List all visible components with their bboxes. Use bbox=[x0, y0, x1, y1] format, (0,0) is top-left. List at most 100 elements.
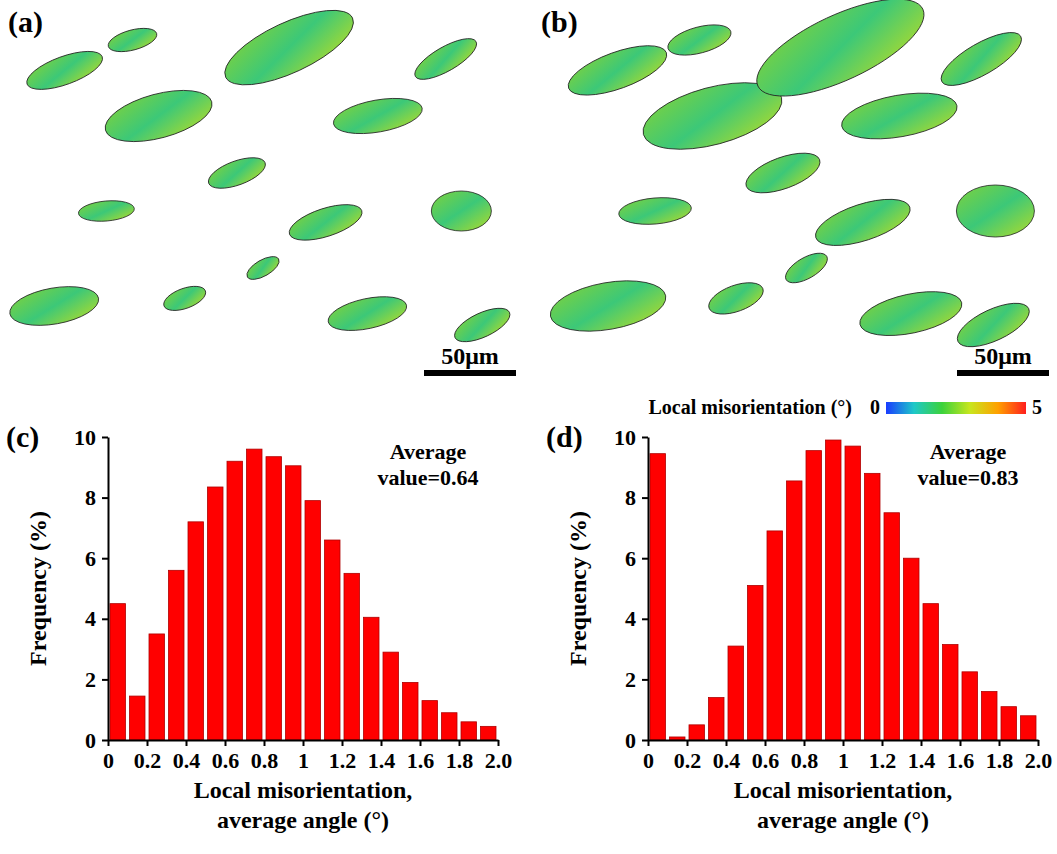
y-tick: 8 bbox=[625, 485, 648, 510]
y-tick-mark bbox=[642, 558, 648, 560]
x-tick-label: 1 bbox=[298, 748, 309, 773]
scale-bar-label: 50μm bbox=[441, 343, 499, 369]
x-tick: 1.2 bbox=[869, 740, 897, 773]
x-tick-label: 1.2 bbox=[329, 748, 357, 773]
grain bbox=[618, 195, 693, 227]
panel-label: (d) bbox=[546, 420, 583, 454]
x-tick-label: 2.0 bbox=[1025, 748, 1053, 773]
bar bbox=[130, 696, 146, 740]
y-tick-mark bbox=[642, 437, 648, 439]
bar bbox=[149, 634, 165, 740]
grain bbox=[409, 31, 482, 87]
y-tick-mark bbox=[102, 437, 108, 439]
x-tick-mark bbox=[804, 740, 806, 746]
x-tick-mark bbox=[459, 740, 461, 746]
y-tick-mark bbox=[642, 618, 648, 620]
y-tick-label: 8 bbox=[85, 485, 96, 510]
annotation: Averagevalue=0.83 bbox=[917, 439, 1018, 490]
grain bbox=[705, 276, 768, 320]
y-axis: 0246810 bbox=[74, 425, 109, 753]
bar bbox=[286, 466, 302, 740]
bar bbox=[904, 558, 920, 740]
grain bbox=[161, 281, 209, 315]
x-tick: 1.8 bbox=[446, 740, 474, 773]
grain bbox=[243, 252, 282, 284]
y-tick-mark bbox=[642, 497, 648, 499]
x-tick-mark bbox=[225, 740, 227, 746]
x-tick-mark bbox=[726, 740, 728, 746]
x-tick-label: 0 bbox=[103, 748, 114, 773]
x-tick-mark bbox=[765, 740, 767, 746]
bar bbox=[982, 692, 998, 740]
y-axis-title: Frequency (%) bbox=[565, 511, 591, 666]
grain bbox=[781, 247, 832, 288]
y-tick-label: 0 bbox=[85, 728, 96, 753]
grain bbox=[956, 185, 1034, 237]
x-tick: 1.6 bbox=[947, 740, 975, 773]
x-tick: 1.6 bbox=[407, 740, 435, 773]
x-tick: 0.6 bbox=[212, 740, 240, 773]
y-axis-line bbox=[108, 438, 110, 741]
x-tick-label: 0.8 bbox=[251, 748, 279, 773]
grain bbox=[7, 280, 102, 331]
grain bbox=[934, 23, 1028, 96]
y-tick-mark bbox=[102, 740, 108, 742]
x-tick: 1.8 bbox=[986, 740, 1014, 773]
bar bbox=[266, 457, 282, 740]
y-tick: 6 bbox=[625, 546, 648, 571]
histogram-panel: 00.20.40.60.811.21.41.61.82.00246810Loca… bbox=[6, 420, 512, 833]
x-axis-title: Local misorientation,average angle (°) bbox=[194, 777, 413, 833]
x-tick-label: 1.4 bbox=[908, 748, 936, 773]
y-tick-mark bbox=[102, 558, 108, 560]
x-tick: 1.4 bbox=[368, 740, 396, 773]
scale-bar bbox=[424, 370, 516, 376]
y-tick: 10 bbox=[614, 425, 648, 450]
grain bbox=[100, 81, 218, 152]
bar bbox=[481, 726, 497, 740]
x-axis-title-line: Local misorientation, bbox=[194, 777, 413, 803]
bar bbox=[806, 451, 822, 740]
x-tick-label: 0 bbox=[643, 748, 654, 773]
x-tick-mark bbox=[342, 740, 344, 746]
bar bbox=[689, 725, 705, 740]
y-tick-mark bbox=[102, 679, 108, 681]
x-tick-mark bbox=[147, 740, 149, 746]
x-tick: 0.8 bbox=[791, 740, 819, 773]
bar bbox=[748, 585, 764, 740]
bar bbox=[884, 513, 900, 740]
bar bbox=[247, 449, 263, 740]
y-tick-label: 8 bbox=[625, 485, 636, 510]
x-tick: 0 bbox=[103, 740, 114, 773]
y-tick-label: 6 bbox=[85, 546, 96, 571]
y-axis: 0246810 bbox=[614, 425, 649, 753]
x-tick-label: 1.6 bbox=[407, 748, 435, 773]
bar bbox=[1001, 707, 1017, 740]
grain bbox=[205, 151, 270, 194]
bar bbox=[787, 481, 803, 740]
bar bbox=[305, 501, 321, 740]
y-tick-mark bbox=[102, 618, 108, 620]
grain bbox=[431, 191, 491, 231]
colorbar-label: Local misorientation (°) bbox=[648, 396, 852, 419]
annotation-line: value=0.64 bbox=[377, 465, 478, 490]
annotation-line: Average bbox=[390, 439, 467, 464]
x-tick-mark bbox=[186, 740, 188, 746]
x-tick-label: 0.6 bbox=[212, 748, 240, 773]
bar bbox=[650, 454, 666, 740]
x-axis-title-line: Local misorientation, bbox=[734, 777, 953, 803]
bar bbox=[169, 570, 185, 740]
x-tick-label: 1.4 bbox=[368, 748, 396, 773]
bar bbox=[188, 522, 204, 740]
x-tick-mark bbox=[264, 740, 266, 746]
x-tick: 0.2 bbox=[134, 740, 162, 773]
grain bbox=[562, 36, 672, 106]
bar bbox=[403, 682, 419, 740]
x-tick: 0.4 bbox=[713, 740, 741, 773]
x-tick-label: 1.6 bbox=[947, 748, 975, 773]
x-axis-title: Local misorientation,average angle (°) bbox=[734, 777, 953, 833]
bar bbox=[422, 701, 438, 740]
grain bbox=[450, 301, 515, 348]
bar bbox=[709, 698, 725, 740]
y-axis-line bbox=[648, 438, 650, 741]
y-tick-label: 2 bbox=[625, 667, 636, 692]
